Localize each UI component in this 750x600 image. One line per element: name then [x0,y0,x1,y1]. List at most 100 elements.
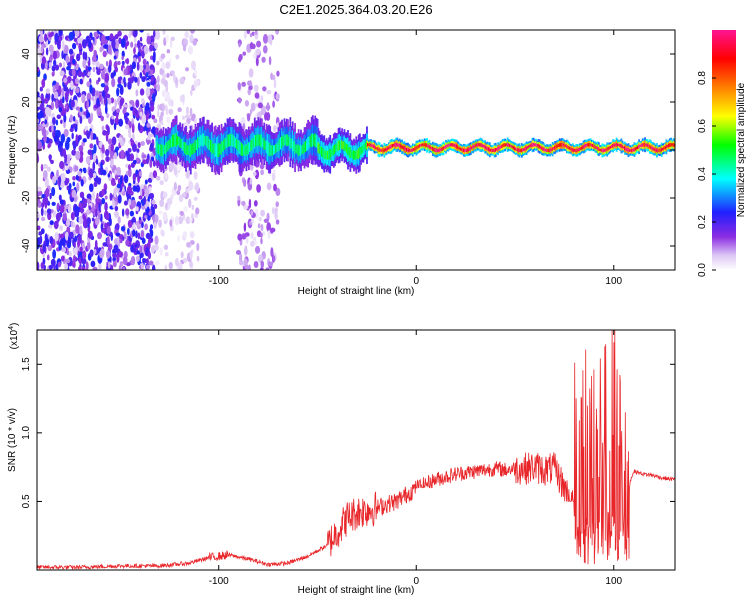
heat-cell [173,167,178,176]
heat-cell [257,102,263,109]
heat-cell [170,136,173,148]
y-tick-label: 1.0 [21,425,32,439]
heat-cell [637,145,639,150]
heat-cell [335,143,338,153]
heat-cell [268,142,270,156]
heat-cell [254,92,260,99]
heat-cell [196,255,200,262]
heat-cell [362,144,365,153]
y-tick-label: -20 [21,190,32,205]
heat-cell [189,250,193,260]
heat-cell [370,143,373,147]
heat-cell [624,146,626,151]
heat-cell [423,142,426,147]
heat-cell [479,142,482,147]
heat-cell [266,222,272,232]
heat-cell [131,143,137,153]
heat-cell [248,68,254,78]
heat-cell [81,93,86,104]
heat-cell [115,113,119,119]
heat-cell [127,164,132,171]
heat-cell [48,44,54,53]
x-tick-label: -100 [209,576,229,587]
heat-cell [391,143,394,148]
heat-cell [40,262,44,270]
heat-cell [66,177,70,184]
heat-cell [372,144,375,149]
heat-cell [95,91,100,97]
heat-cell [115,108,121,114]
heat-cell [270,247,274,258]
heat-cell [124,124,130,130]
heat-cell [75,78,80,85]
heat-cell [561,142,564,147]
heat-cell [345,143,348,153]
heat-cell [87,71,92,77]
heat-cell [661,147,664,151]
heat-cell [135,184,141,193]
heat-cell [597,147,600,152]
heat-cell [186,241,191,248]
heat-cell [91,190,96,201]
heat-cell [525,146,528,151]
heat-cell [125,58,130,65]
heat-cell [332,145,335,156]
heat-cell [643,143,645,147]
heat-cell [256,134,259,146]
heat-cell [37,186,42,192]
heat-cell [424,143,427,147]
heat-cell [549,148,552,152]
heat-cell [382,149,385,152]
heat-cell [290,138,293,149]
heat-cell [356,150,359,159]
heat-cell [43,196,49,205]
heat-cell [65,165,69,171]
heat-cell [105,249,111,259]
heat-cell [86,99,90,109]
heat-cell [328,150,330,160]
heat-cell [87,149,93,156]
heat-cell [250,232,254,239]
heat-cell [401,144,404,149]
heat-cell [88,168,94,179]
heat-cell [41,78,46,89]
heat-cell [441,147,444,151]
heat-cell [59,225,63,232]
heat-cell [300,144,302,157]
heat-cell [651,146,654,150]
heat-cell [64,153,68,164]
heat-cell [460,147,463,151]
heat-cell [45,187,50,198]
heat-cell [390,144,393,149]
heat-cell [590,143,593,147]
heat-cell [145,102,150,111]
heat-cell [86,112,91,118]
heat-cell [307,136,309,151]
heat-cell [70,99,75,108]
colorbar: 0.0 0.2 0.4 0.6 0.8 Normalized spectral ampl… [697,30,747,277]
heat-cell [256,40,262,48]
heat-cell [236,139,238,150]
heat-cell [481,143,484,148]
heat-cell [99,46,103,53]
heat-cell [288,136,291,146]
heat-cell [428,144,431,149]
y-tick-label: 0.5 [21,494,32,508]
heat-cell [255,56,259,67]
heat-cell [185,67,189,72]
heat-cell [148,95,153,101]
heat-cell [141,76,146,83]
heat-cell [61,40,65,51]
heat-cell [106,35,111,41]
heat-cell [58,176,61,187]
heat-cell [88,40,92,49]
heat-cell [91,217,95,222]
heat-cell [269,143,272,157]
heat-cell [628,148,631,152]
heat-cell [51,71,55,77]
heat-cell [260,209,265,217]
heat-cell [131,123,135,134]
heat-cell [260,260,265,269]
heat-cell [103,183,108,191]
heat-cell [135,89,139,97]
